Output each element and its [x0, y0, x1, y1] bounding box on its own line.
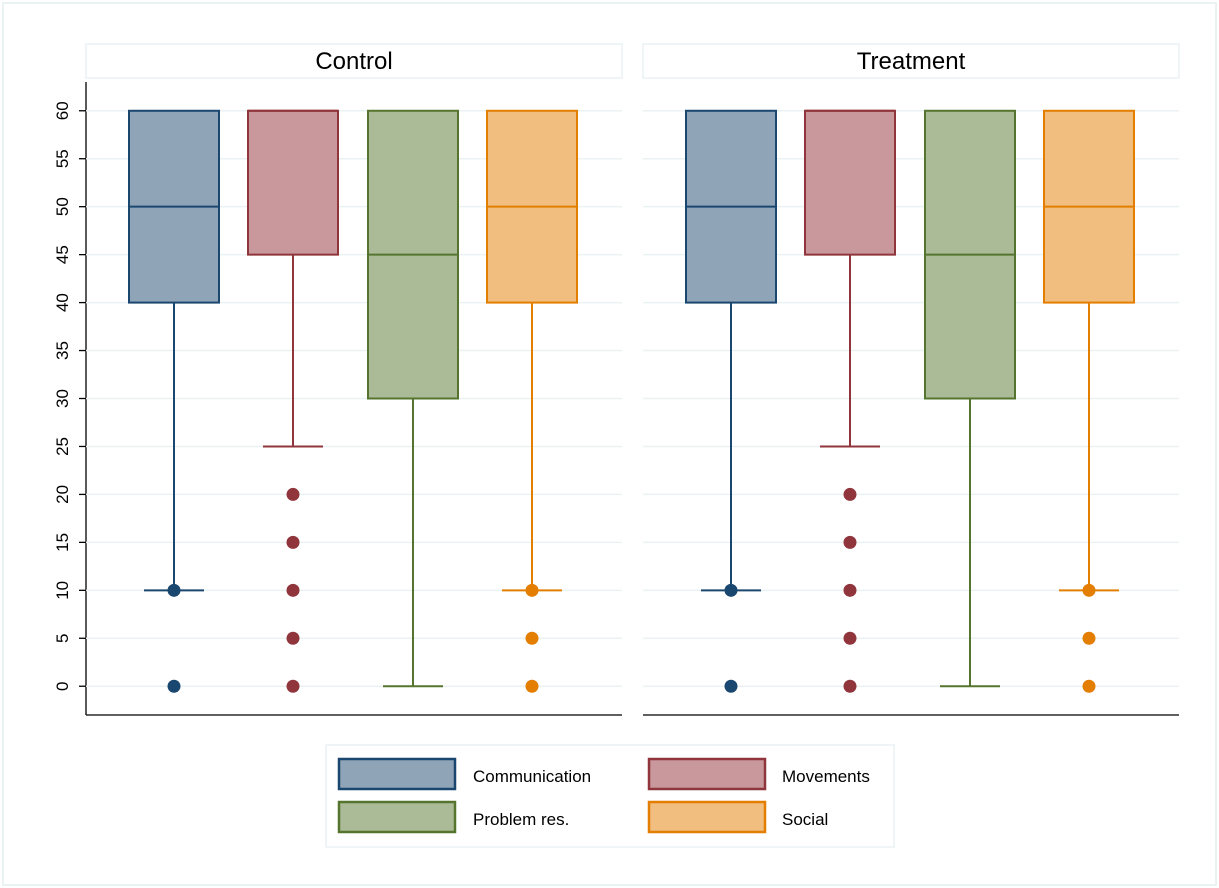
- y-tick-label: 35: [53, 341, 72, 360]
- legend-label: Problem res.: [473, 810, 569, 829]
- panel-treatment: Treatment: [642, 43, 1180, 716]
- outlier-point: [1082, 631, 1096, 645]
- y-tick-label: 10: [53, 581, 72, 600]
- box-communication: [685, 109, 777, 693]
- y-tick-label: 30: [53, 389, 72, 408]
- outlier-point: [724, 583, 738, 597]
- legend-key: [647, 757, 767, 791]
- y-tick-label: 55: [53, 149, 72, 168]
- legend-key: [337, 757, 457, 791]
- outlier-point: [843, 583, 857, 597]
- outlier-point: [843, 487, 857, 501]
- outlier-point: [525, 583, 539, 597]
- outlier-point: [286, 583, 300, 597]
- outlier-point: [286, 487, 300, 501]
- panel-header: [642, 43, 1180, 79]
- panel-title: Control: [315, 48, 392, 75]
- legend-label: Movements: [782, 767, 870, 786]
- panels: Control Treatment: [85, 43, 1180, 716]
- y-tick-label: 0: [53, 681, 72, 690]
- outlier-point: [843, 679, 857, 693]
- y-tick-label: 20: [53, 485, 72, 504]
- y-tick-label: 40: [53, 293, 72, 312]
- outlier-point: [525, 631, 539, 645]
- box-social: [486, 109, 578, 693]
- outlier-point: [843, 631, 857, 645]
- panel-header: [85, 43, 623, 79]
- box-problem-res: [924, 109, 1016, 688]
- outlier-point: [167, 583, 181, 597]
- y-tick-label: 60: [53, 101, 72, 120]
- outlier-point: [167, 679, 181, 693]
- outlier-point: [286, 631, 300, 645]
- outlier-point: [724, 679, 738, 693]
- outlier-point: [1082, 679, 1096, 693]
- y-tick-label: 45: [53, 245, 72, 264]
- legend-key: [337, 800, 457, 834]
- y-tick-label: 5: [53, 634, 72, 643]
- legend: Communication Movements Problem res. Social: [325, 744, 895, 848]
- legend-label: Social: [782, 810, 828, 829]
- y-axis: 0 5 10 15 20 25 30 35 40 45 50 55 60: [53, 82, 87, 715]
- box-communication: [128, 109, 220, 693]
- legend-key: [647, 800, 767, 834]
- box-iqr: [804, 109, 896, 256]
- box-social: [1043, 109, 1135, 693]
- box-problem-res: [367, 109, 459, 688]
- box-movements: [247, 109, 339, 693]
- panel-control: Control: [85, 43, 623, 716]
- outlier-point: [1082, 583, 1096, 597]
- y-tick-label: 25: [53, 437, 72, 456]
- outlier-point: [286, 679, 300, 693]
- y-tick-label: 15: [53, 533, 72, 552]
- outlier-point: [525, 679, 539, 693]
- legend-label: Communication: [473, 767, 591, 786]
- panel-title: Treatment: [857, 48, 966, 75]
- outlier-point: [286, 535, 300, 549]
- box-iqr: [247, 109, 339, 256]
- box-movements: [804, 109, 896, 693]
- y-tick-label: 50: [53, 197, 72, 216]
- outlier-point: [843, 535, 857, 549]
